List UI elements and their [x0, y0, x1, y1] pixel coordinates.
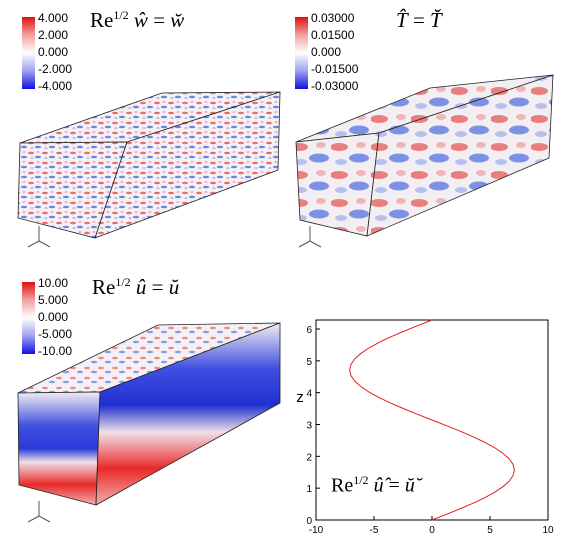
colorbar-label: -2.000 — [38, 62, 73, 76]
colorbar-label: 5.000 — [38, 293, 69, 307]
panel-T-field: 0.03000 0.01500 0.000 -0.01500 -0.03000 … — [291, 0, 582, 265]
x-tick-label: 0 — [429, 525, 435, 536]
x-tick-label: -10 — [309, 525, 324, 536]
colorbar-T — [295, 17, 308, 89]
series-line — [349, 319, 515, 521]
colorbar-label: 0.000 — [38, 45, 69, 59]
colorbar-label: 0.03000 — [311, 11, 355, 25]
colorbar-label: 10.00 — [38, 276, 69, 290]
x-tick-label: -5 — [370, 525, 379, 536]
colorbar-label: -0.03000 — [311, 79, 359, 93]
colorbar-u — [22, 282, 35, 354]
colorbar-label: -4.000 — [38, 79, 73, 93]
colorbar-label: -0.01500 — [311, 62, 359, 76]
equation-u: Re1/2 û = ŭ — [92, 275, 180, 299]
mean-profile-chart: -10 -5 0 5 10 0 1 2 3 4 5 6 z — [296, 319, 554, 536]
box-u-render — [17, 322, 281, 506]
colorbar-label: 2.000 — [38, 28, 69, 42]
y-tick-label: 2 — [306, 452, 312, 463]
box-w-render — [17, 91, 281, 239]
colorbar-label: 4.000 — [38, 11, 69, 25]
y-tick-label: 0 — [306, 516, 312, 527]
y-tick-label: 1 — [306, 484, 312, 495]
colorbar-label: 0.01500 — [311, 28, 355, 42]
colorbar-label: -10.00 — [38, 344, 73, 358]
y-tick-label: 6 — [306, 325, 312, 336]
y-tick-label: 3 — [306, 421, 312, 432]
box-T-render — [295, 74, 554, 237]
axes-triad-icon — [298, 226, 322, 248]
y-tick-label: 5 — [306, 357, 312, 368]
y-tick-label: 4 — [306, 389, 312, 400]
panel-mean-profile: -10 -5 0 5 10 0 1 2 3 4 5 6 z Re1/2 û̂ = ŭ̆ — [291, 265, 582, 539]
colorbar-label: -5.000 — [38, 327, 73, 341]
equation-w: Re1/2 ŵ = w̆ — [90, 8, 185, 32]
panel-u-field: 10.00 5.000 0.000 -5.000 -10.00 Re1/2 û … — [0, 265, 291, 539]
colorbar-label: 0.000 — [311, 45, 342, 59]
x-tick-label: 5 — [487, 525, 493, 536]
axes-triad-icon — [27, 226, 51, 248]
colorbar-label: 0.000 — [38, 310, 69, 324]
axes-triad-icon — [27, 501, 51, 523]
equation-T: T̂ = T̆ — [396, 8, 442, 32]
chart-annotation: Re1/2 û̂ = ŭ̆ — [331, 473, 415, 497]
colorbar-w — [22, 17, 35, 89]
panel-w-field: 4.000 2.000 0.000 -2.000 -4.000 Re1/2 ŵ … — [0, 0, 291, 265]
y-axis-label: z — [296, 389, 304, 406]
x-tick-label: 10 — [542, 525, 554, 536]
